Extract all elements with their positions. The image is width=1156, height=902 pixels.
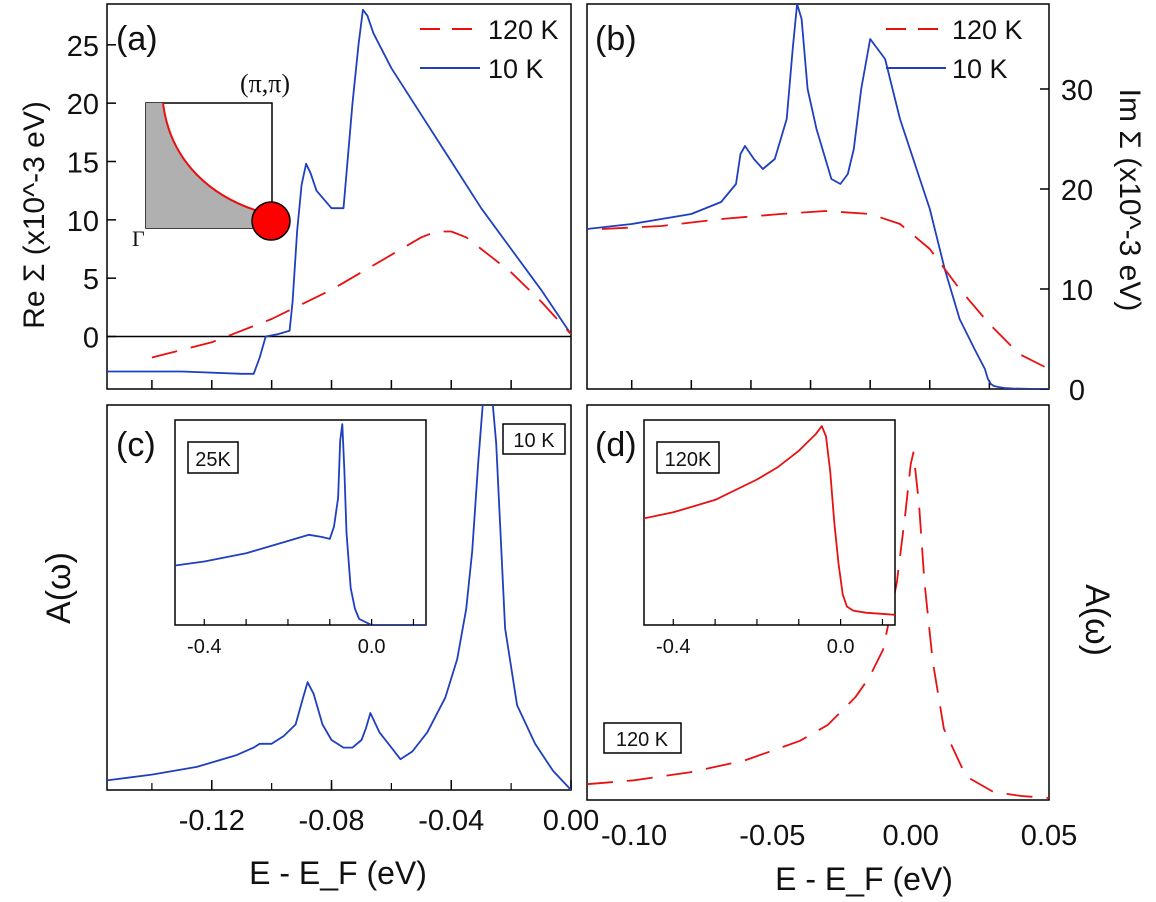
panel-c-xtick-label: 0.00 [543,805,599,837]
panel-d-series-120k [587,451,1049,799]
panel-c-xtick-label: -0.04 [418,805,484,837]
panel-a-tag: (a) [116,20,158,58]
panel-d-xtick-label: -0.10 [601,820,667,852]
bz-corner-label: (π,π) [240,69,290,98]
panel-d-tag: (d) [595,426,637,464]
panel-a-ytick-label: 25 [67,31,99,63]
panel-a-series-10k [107,8,571,375]
legend-b: 120 K 10 K [886,15,1023,84]
fermi-surface-line [162,102,273,216]
panel-b-ytick-label: 30 [1061,75,1093,107]
panel-b-ytick-label: 0 [1069,375,1085,407]
x-axis-label-right: E - E_F (eV) [775,861,953,897]
panel-c-inset-label-box [187,441,239,474]
x-axis-label-right-text: E - E_F (eV) [775,861,953,897]
x-axis-label-left: E - E_F (eV) [249,855,427,891]
panel-d-plot [587,451,1049,799]
panel-c-inset-series-25k [175,423,426,625]
legend-b-label-10k: 10 K [952,54,1008,84]
panel-d-temp-label: 120 K [616,729,669,751]
panel-d-inset-label: 120K [665,449,712,471]
panel-a-ytick-label: 10 [67,206,99,238]
legend-b-label-120k: 120 K [952,15,1023,45]
panel-c-plot [107,405,571,790]
panel-c-tag: (c) [116,426,156,464]
legend-a-label-10k: 10 K [488,54,544,84]
bz-occupied-fill [146,103,272,228]
panel-c-xtick-label: -0.12 [179,805,245,837]
panel-d-inset-plot [644,425,895,616]
panel-a-ytick-label: 5 [83,264,99,296]
panel-b-series-120k [601,210,1049,370]
panel-a-ytick-label: 20 [67,89,99,121]
panel-b-frame [586,3,1050,390]
panel-d-inset-series-120k [644,425,895,616]
panel-d-inset-xtick-label: 0.0 [827,636,855,658]
panel-d-xtick-label: 0.05 [1021,820,1077,852]
panel-c-temp-box [502,423,566,455]
panel-d-xtick-label: 0.00 [882,820,938,852]
bz-origin-label: Γ [132,226,145,251]
panel-c-inset-plot [175,423,426,625]
panel-c-xtick-label: -0.08 [298,805,364,837]
panel-a-ytick-label: 0 [83,323,99,355]
panel-a-series-120k [151,230,571,359]
panel-b-series-10k [587,4,1049,389]
panel-a-ytick-label: 15 [67,148,99,180]
panel-d-xtick-label: -0.05 [739,820,805,852]
panel-d-inset-xtick-label: -0.4 [656,636,690,658]
panel-b-plot [587,4,1049,389]
panel-d-frame [586,404,1050,801]
brillouin-zone-inset: (π,π) Γ [132,69,291,251]
panel-d-ylabel: A(ω) [1078,584,1116,656]
panel-c-inset-label: 25K [195,449,231,471]
x-axis-label-left-text: E - E_F (eV) [249,855,427,891]
legend-a-label-120k: 120 K [488,15,559,45]
panel-d-inset-label-box [656,441,720,474]
panel-c-inset-xtick-label: -0.4 [187,636,221,658]
antinodal-point-dot [251,201,291,241]
panel-b-ytick-label: 10 [1061,275,1093,307]
panel-a-frame [106,3,572,390]
panel-c-ylabel: A(ω) [40,552,78,624]
legend-a: 120 K 10 K [420,15,559,84]
panel-b-ylabel: Im Σ (x10^-3 eV) [1113,89,1146,312]
panel-c-inset-xtick-label: 0.0 [358,636,386,658]
panel-a-ylabel: Re Σ (x10^-3 eV) [18,101,51,329]
panel-b-ytick-label: 20 [1061,175,1093,207]
panel-a-plot [107,8,571,375]
panel-c-frame [106,404,572,791]
panel-c-temp-label: 10 K [513,430,555,452]
panel-b-tag: (b) [595,20,637,58]
panel-c-series-10k [107,405,571,790]
panel-d-temp-box [603,722,682,754]
